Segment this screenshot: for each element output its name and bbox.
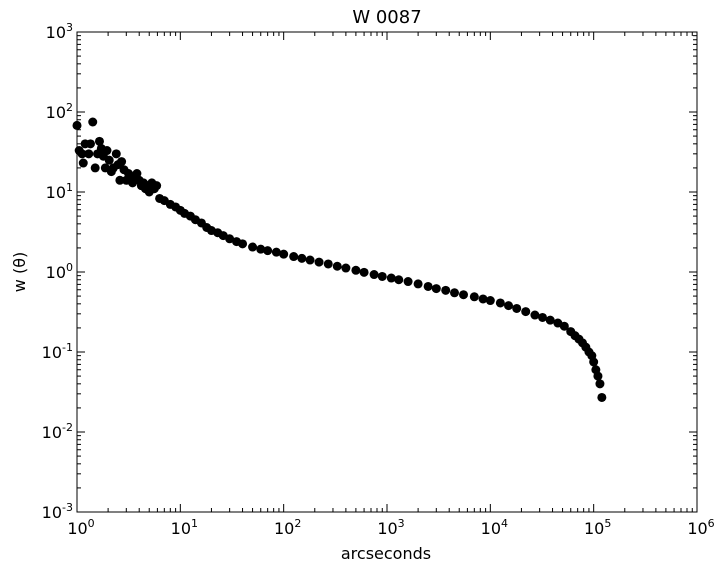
data-point — [369, 270, 379, 280]
data-point — [351, 265, 361, 275]
y-tick-label: 101 — [46, 181, 73, 202]
data-point — [90, 163, 100, 173]
plot-area-frame — [76, 31, 698, 513]
x-tick-label: 103 — [377, 517, 404, 538]
data-point — [595, 379, 605, 389]
data-point — [597, 392, 607, 402]
data-point — [77, 149, 87, 159]
data-point — [377, 271, 387, 281]
data-point — [256, 244, 266, 254]
data-point — [248, 242, 258, 252]
y-axis-label: w (θ) — [10, 252, 29, 292]
data-point — [359, 267, 369, 277]
chart-title: W 0087 — [352, 7, 421, 28]
data-point — [423, 281, 433, 291]
data-point — [297, 253, 307, 263]
data-point — [413, 279, 423, 289]
data-point — [289, 252, 299, 262]
data-point — [84, 149, 94, 159]
data-point — [305, 255, 315, 265]
data-point — [152, 181, 162, 191]
data-point — [521, 307, 531, 317]
data-point — [115, 175, 125, 185]
data-point — [386, 273, 396, 283]
data-point — [589, 357, 599, 367]
data-point — [94, 136, 104, 146]
x-tick-label: 105 — [584, 517, 611, 538]
data-point — [450, 288, 459, 298]
data-point — [512, 303, 522, 313]
axis-ticks: 100 101 102 103 104 105 106 10-3 10-2 10-1 100 101 1… — [42, 21, 715, 538]
data-point — [78, 158, 88, 168]
data-point — [263, 246, 273, 256]
y-tick-label: 10-2 — [42, 421, 73, 442]
data-point — [104, 155, 114, 165]
data-point — [102, 146, 112, 156]
data-point — [469, 292, 479, 302]
data-point — [88, 117, 98, 127]
data-point — [530, 310, 540, 320]
y-tick-label: 100 — [46, 261, 73, 282]
data-point — [225, 234, 235, 244]
data-point — [323, 259, 333, 269]
x-tick-label: 104 — [481, 517, 508, 538]
data-point — [314, 257, 324, 267]
data-point — [495, 298, 505, 308]
data-point — [238, 239, 248, 249]
x-tick-label: 106 — [687, 517, 714, 538]
data-point — [332, 261, 342, 271]
x-axis-label: arcseconds — [341, 544, 431, 563]
data-point — [441, 285, 451, 295]
y-tick-label: 103 — [46, 21, 73, 42]
y-tick-label: 102 — [46, 101, 73, 122]
y-tick-label: 10-3 — [42, 501, 73, 522]
data-point — [271, 247, 281, 257]
data-point — [559, 321, 569, 331]
data-point — [545, 315, 555, 325]
y-tick-label: 10-1 — [42, 341, 73, 362]
data-point — [403, 277, 413, 287]
data-point — [132, 169, 142, 179]
data-point — [279, 249, 289, 259]
data-point — [593, 371, 603, 381]
data-point — [341, 263, 351, 273]
data-point — [111, 149, 121, 159]
x-tick-label: 100 — [67, 517, 94, 538]
data-point — [485, 296, 495, 306]
data-point — [478, 294, 488, 304]
data-point — [117, 157, 127, 167]
data-points — [72, 117, 607, 402]
data-point — [459, 290, 468, 300]
data-point — [538, 312, 548, 322]
data-point — [85, 139, 95, 149]
x-tick-label: 102 — [274, 517, 301, 538]
x-tick-label: 101 — [171, 517, 198, 538]
data-point — [394, 275, 404, 285]
data-point — [504, 301, 514, 311]
data-point — [431, 284, 441, 294]
